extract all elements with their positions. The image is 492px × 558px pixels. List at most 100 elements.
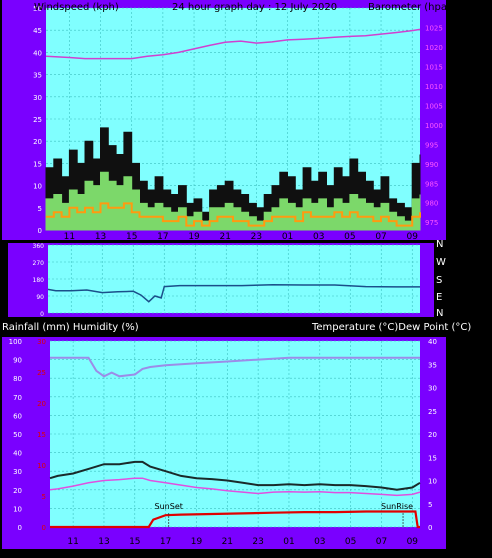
barometer-tick-1010: 1010 xyxy=(425,83,443,91)
sunrise-label: SunRise xyxy=(381,502,413,511)
barometer-axis-title: Barometer (hpa) xyxy=(368,2,451,13)
dew-point-series xyxy=(49,477,421,497)
barometer-series xyxy=(45,28,421,60)
humidity-series xyxy=(50,356,420,378)
direction-tick-90: 90 xyxy=(36,294,44,301)
barometer-tick-1020: 1020 xyxy=(425,44,443,52)
tick-label-layer: 0510152025303540455097598098599099510001… xyxy=(9,5,443,547)
bottom-time-tick-07: 07 xyxy=(376,537,387,547)
sunset-label: SunSet xyxy=(155,502,183,511)
bottom-time-tick-09: 09 xyxy=(407,537,419,547)
direction-tick-270: 270 xyxy=(33,260,45,267)
bottom-time-tick-13: 13 xyxy=(98,537,109,547)
temperature-tick-0: 0 xyxy=(428,524,432,532)
barometer-tick-1015: 1015 xyxy=(425,63,443,71)
temperature-tick-30: 30 xyxy=(428,385,437,393)
top-time-tick-17: 17 xyxy=(157,232,168,242)
temperature-tick-15: 15 xyxy=(428,454,437,462)
compass-label-e: E xyxy=(436,292,442,303)
humidity-tick-20: 20 xyxy=(13,487,22,495)
series-layer xyxy=(45,28,421,529)
bottom-time-tick-01: 01 xyxy=(283,537,294,547)
top-time-tick-01: 01 xyxy=(282,232,293,242)
chart-title: 24 hour graph day : 12 July 2020 xyxy=(172,2,337,13)
top-time-tick-11: 11 xyxy=(64,232,75,242)
temperature-tick-5: 5 xyxy=(428,501,432,509)
temperature-tick-10: 10 xyxy=(428,478,437,486)
direction-tick-180: 180 xyxy=(33,277,45,284)
rain-tick-15: 15 xyxy=(37,431,46,439)
temperature-tick-25: 25 xyxy=(428,408,437,416)
top-time-tick-15: 15 xyxy=(126,232,137,242)
barometer-tick-975: 975 xyxy=(425,219,438,227)
top-time-tick-23: 23 xyxy=(251,232,262,242)
humidity-tick-70: 70 xyxy=(13,394,22,402)
rain-tick-25: 25 xyxy=(37,369,46,377)
temperature-series xyxy=(49,460,421,491)
barometer-tick-995: 995 xyxy=(425,141,438,149)
barometer-tick-1000: 1000 xyxy=(425,122,443,130)
humidity-tick-10: 10 xyxy=(13,505,22,513)
rainfall-series xyxy=(50,510,420,529)
bottom-time-tick-15: 15 xyxy=(129,537,140,547)
compass-label-n-bottom: N xyxy=(436,308,443,319)
top-time-tick-19: 19 xyxy=(188,232,200,242)
windspeed-tick-50: 50 xyxy=(33,5,42,13)
humidity-tick-50: 50 xyxy=(13,431,22,439)
bottom-time-tick-23: 23 xyxy=(252,537,263,547)
top-time-tick-21: 21 xyxy=(219,232,230,242)
barometer-tick-1025: 1025 xyxy=(425,24,443,32)
compass-label-w: W xyxy=(436,257,446,268)
windspeed-axis-title: Windspeed (kph) xyxy=(34,2,119,13)
humidity-tick-0: 0 xyxy=(18,524,22,532)
top-time-tick-09: 09 xyxy=(406,232,418,242)
direction-tick-360: 360 xyxy=(33,243,45,250)
windspeed-tick-10: 10 xyxy=(33,183,42,191)
windspeed-tick-45: 45 xyxy=(33,27,42,35)
bottom-time-tick-17: 17 xyxy=(160,537,171,547)
barometer-tick-980: 980 xyxy=(425,200,438,208)
temp-dewpoint-axis-title: Temperature (°C)Dew Point (°C) xyxy=(311,322,471,333)
rain-tick-30: 30 xyxy=(37,338,46,346)
top-time-tick-13: 13 xyxy=(95,232,106,242)
rain-tick-5: 5 xyxy=(42,493,46,501)
barometer-tick-990: 990 xyxy=(425,161,438,169)
direction-tick-0: 0 xyxy=(40,311,44,318)
compass-label-s: S xyxy=(436,275,442,286)
compass-label-n-top: N xyxy=(436,239,443,250)
barometer-tick-1005: 1005 xyxy=(425,102,443,110)
rain-humidity-axis-title: Rainfall (mm) Humidity (%) xyxy=(2,322,139,333)
humidity-tick-100: 100 xyxy=(9,338,22,346)
rain-tick-20: 20 xyxy=(37,400,46,408)
windspeed-tick-30: 30 xyxy=(33,94,42,102)
top-time-tick-07: 07 xyxy=(375,232,386,242)
temperature-tick-40: 40 xyxy=(428,338,437,346)
windspeed-tick-35: 35 xyxy=(33,72,42,80)
windspeed-tick-40: 40 xyxy=(33,49,42,57)
windspeed-average-series xyxy=(46,202,421,227)
humidity-tick-80: 80 xyxy=(13,375,22,383)
temperature-tick-35: 35 xyxy=(428,361,437,369)
humidity-tick-60: 60 xyxy=(13,412,22,420)
windspeed-tick-0: 0 xyxy=(38,227,42,235)
bottom-time-tick-11: 11 xyxy=(67,537,78,547)
windspeed-tick-15: 15 xyxy=(33,160,42,168)
windspeed-tick-5: 5 xyxy=(38,205,42,213)
rain-tick-10: 10 xyxy=(37,462,46,470)
barometer-tick-985: 985 xyxy=(425,180,438,188)
bottom-time-tick-19: 19 xyxy=(191,537,203,547)
bottom-time-tick-03: 03 xyxy=(314,537,325,547)
humidity-tick-30: 30 xyxy=(13,468,22,476)
top-time-tick-03: 03 xyxy=(313,232,324,242)
rain-tick-0: 0 xyxy=(42,524,46,532)
humidity-tick-90: 90 xyxy=(13,357,22,365)
windspeed-tick-25: 25 xyxy=(33,116,42,124)
humidity-tick-40: 40 xyxy=(13,450,22,458)
top-time-tick-05: 05 xyxy=(344,232,355,242)
bottom-time-tick-05: 05 xyxy=(345,537,356,547)
windspeed-tick-20: 20 xyxy=(33,138,42,146)
bottom-time-tick-21: 21 xyxy=(222,537,233,547)
temperature-tick-20: 20 xyxy=(428,431,437,439)
